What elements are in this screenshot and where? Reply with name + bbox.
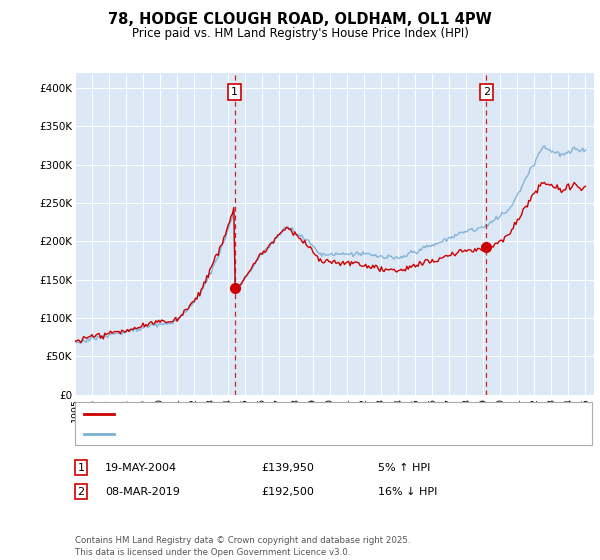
Text: 2: 2 xyxy=(77,487,85,497)
Text: £139,950: £139,950 xyxy=(261,463,314,473)
Text: 2: 2 xyxy=(483,87,490,97)
Text: 1: 1 xyxy=(231,87,238,97)
Text: 78, HODGE CLOUGH ROAD, OLDHAM, OL1 4PW: 78, HODGE CLOUGH ROAD, OLDHAM, OL1 4PW xyxy=(108,12,492,27)
Text: 08-MAR-2019: 08-MAR-2019 xyxy=(105,487,180,497)
Text: Price paid vs. HM Land Registry's House Price Index (HPI): Price paid vs. HM Land Registry's House … xyxy=(131,27,469,40)
Text: £192,500: £192,500 xyxy=(261,487,314,497)
Text: 5% ↑ HPI: 5% ↑ HPI xyxy=(378,463,430,473)
Text: 16% ↓ HPI: 16% ↓ HPI xyxy=(378,487,437,497)
Text: Contains HM Land Registry data © Crown copyright and database right 2025.
This d: Contains HM Land Registry data © Crown c… xyxy=(75,536,410,557)
Text: 1: 1 xyxy=(77,463,85,473)
Text: HPI: Average price, detached house, Oldham: HPI: Average price, detached house, Oldh… xyxy=(120,429,343,439)
Text: 19-MAY-2004: 19-MAY-2004 xyxy=(105,463,177,473)
Text: 78, HODGE CLOUGH ROAD, OLDHAM, OL1 4PW (detached house): 78, HODGE CLOUGH ROAD, OLDHAM, OL1 4PW (… xyxy=(120,409,446,419)
